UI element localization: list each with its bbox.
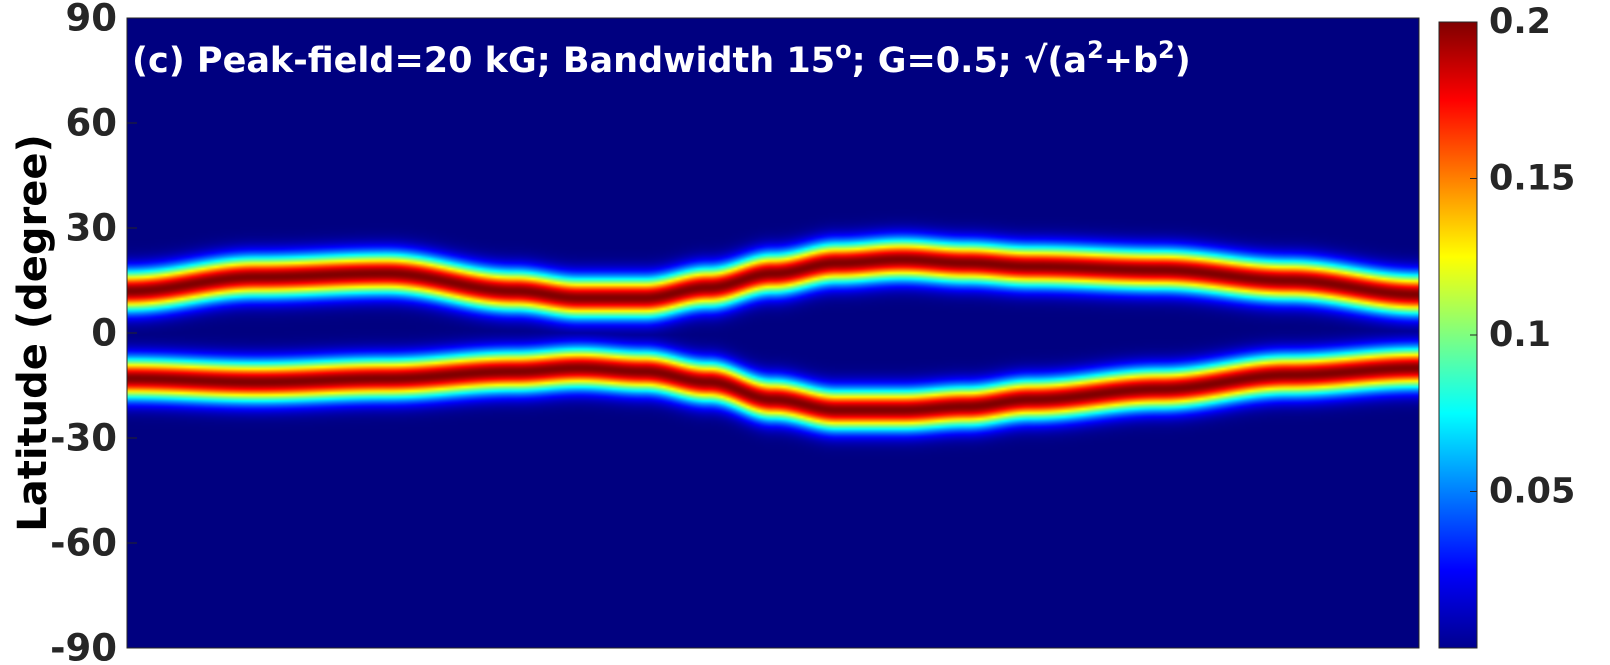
title-plus-b: +b xyxy=(1104,41,1158,81)
y-tick-label: 30 xyxy=(66,207,118,250)
title-degree-sup: o xyxy=(835,36,852,64)
title-sup-b: 2 xyxy=(1158,36,1175,64)
title-main: (c) Peak-field=20 kG; Bandwidth 15 xyxy=(132,41,835,81)
heatmap-image xyxy=(127,18,1419,648)
y-tick-label: -60 xyxy=(50,522,117,565)
colorbar-tick-label: 0.05 xyxy=(1489,472,1575,512)
colorbar-ticks: 0.05 0.1 0.15 0.2 xyxy=(1470,2,1575,512)
colorbar: 0.05 0.1 0.15 0.2 xyxy=(1438,2,1575,649)
title-sup-a: 2 xyxy=(1087,36,1104,64)
y-tick-label: 90 xyxy=(66,0,118,40)
title-mid: ; G=0.5; √(a xyxy=(852,41,1087,81)
colorbar-tick-label: 0.15 xyxy=(1489,159,1575,199)
colorbar-tick-label: 0.1 xyxy=(1489,315,1551,355)
y-tick-label: -90 xyxy=(50,627,117,665)
y-tick-label: 60 xyxy=(66,102,118,145)
colorbar-tick-label: 0.2 xyxy=(1489,2,1551,42)
y-axis-label: Latitude (degree) xyxy=(10,134,56,532)
y-tick-label: 0 xyxy=(91,312,117,355)
heatmap-area xyxy=(126,17,1420,649)
title-end: ) xyxy=(1175,41,1191,81)
y-tick-label: -30 xyxy=(50,417,117,460)
chart-title: (c) Peak-field=20 kG; Bandwidth 15o; G=0… xyxy=(132,36,1191,81)
y-axis: 90 60 30 0 -30 -60 -90 xyxy=(50,0,137,665)
